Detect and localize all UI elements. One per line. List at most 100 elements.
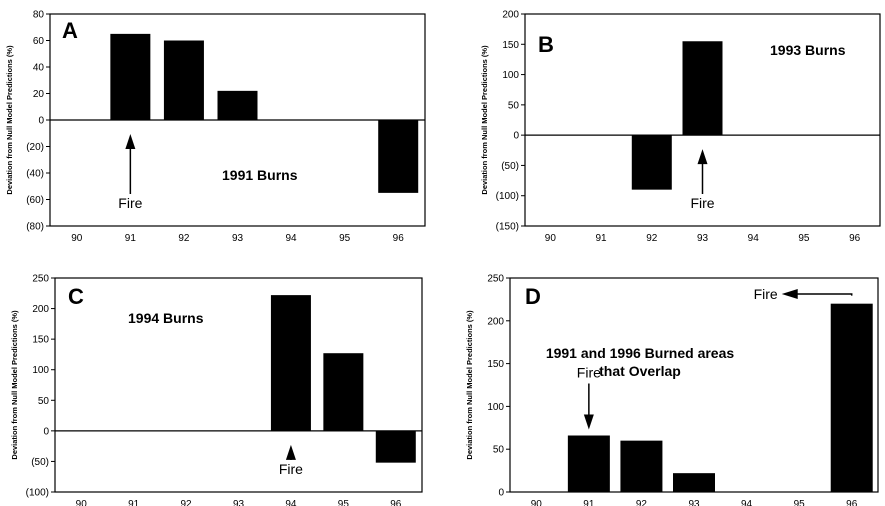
x-tick-label: 92 <box>646 233 658 244</box>
panel-b: (150) (100) (50) 0 50 100 150 200 90 91 92 93 94 95 96… <box>480 10 881 244</box>
y-tick-label: 0 <box>43 426 49 437</box>
bar-92 <box>631 135 672 190</box>
y-tick-label: 0 <box>498 488 504 499</box>
x-tick-label: 90 <box>76 499 88 506</box>
panel-letter: C <box>68 284 84 309</box>
y-tick-label: (150) <box>496 222 519 233</box>
fire-arrow-head <box>583 414 594 430</box>
y-tick-label: (50) <box>31 457 49 468</box>
plot-frame <box>509 277 879 493</box>
bar-92 <box>620 440 663 492</box>
panel-title: 1994 Burns <box>128 310 204 326</box>
bar-94 <box>270 295 311 431</box>
panel-title-line: that Overlap <box>599 363 681 379</box>
x-tick-label: 92 <box>181 499 193 506</box>
fire-arrow-head <box>125 134 136 149</box>
y-axis-title: Deviation from Null Model Predictions (%… <box>10 310 19 460</box>
x-tick-label: 94 <box>285 499 297 506</box>
fire-label: Fire <box>279 461 303 477</box>
x-tick-label: 96 <box>846 499 858 506</box>
y-tick-label: 200 <box>32 304 49 315</box>
panel-c: (100) (50) 0 50 100 150 200 250 90 91 92 93 94 95 96 De… <box>10 274 423 506</box>
y-tick-label: 200 <box>502 10 519 21</box>
x-tick-label: 95 <box>338 499 350 506</box>
y-tick-label: 80 <box>33 10 45 21</box>
x-tick-label: 92 <box>178 233 190 244</box>
panel-a: (80) (60) (40) (20) 0 20 40 60 80 90 91 92 93 94 95 96 D… <box>5 10 426 244</box>
y-tick-label: 250 <box>487 274 504 285</box>
y-tick-label: 150 <box>32 335 49 346</box>
fire-arrow-head <box>285 444 296 460</box>
y-tick-label: (100) <box>496 191 519 202</box>
x-tick-label: 92 <box>636 499 648 506</box>
y-axis-title: Deviation from Null Model Predictions (%… <box>5 45 14 195</box>
y-tick-label: 250 <box>32 274 49 285</box>
panel-letter: A <box>62 18 78 43</box>
bar-96 <box>378 120 419 193</box>
x-tick-label: 91 <box>583 499 595 506</box>
bar-96 <box>375 430 416 463</box>
x-tick-label: 94 <box>286 233 298 244</box>
y-tick-label: 60 <box>33 36 45 47</box>
bar-93 <box>682 41 723 136</box>
y-tick-label: 0 <box>513 131 519 142</box>
y-tick-label: (50) <box>501 161 519 172</box>
fire-label: Fire <box>118 195 142 211</box>
y-tick-label: 0 <box>38 116 44 127</box>
x-tick-label: 90 <box>531 499 543 506</box>
y-tick-label: 100 <box>502 70 519 81</box>
bar-91 <box>110 33 151 120</box>
x-tick-label: 93 <box>697 233 709 244</box>
y-tick-label: 200 <box>487 316 504 327</box>
x-tick-label: 93 <box>232 233 244 244</box>
panel-title: 1991 Burns <box>222 167 298 183</box>
bar-93 <box>217 90 258 120</box>
x-tick-label: 90 <box>545 233 557 244</box>
x-tick-label: 95 <box>798 233 810 244</box>
x-tick-label: 95 <box>339 233 351 244</box>
bar-91 <box>567 435 610 492</box>
x-tick-label: 93 <box>688 499 700 506</box>
panel-d: 0 50 100 150 200 250 90 91 92 93 94 95 96 Deviation f… <box>465 274 879 506</box>
x-tick-label: 91 <box>596 233 608 244</box>
y-tick-label: (100) <box>26 488 49 499</box>
panel-letter: D <box>525 284 541 309</box>
fire-arrow-head <box>781 289 798 299</box>
y-tick-label: 50 <box>493 445 505 456</box>
x-tick-label: 94 <box>741 499 753 506</box>
y-axis-title: Deviation from Null Model Predictions (%… <box>480 45 489 195</box>
fire-arrow-shaft <box>795 293 853 296</box>
y-tick-label: 40 <box>33 63 45 74</box>
bar-93 <box>673 473 715 492</box>
bar-92 <box>163 40 204 120</box>
y-tick-label: (60) <box>26 195 44 206</box>
y-tick-label: 50 <box>508 100 520 111</box>
x-tick-label: 96 <box>849 233 861 244</box>
bar-95 <box>323 353 364 431</box>
y-tick-label: 20 <box>33 89 45 100</box>
fire-label: Fire <box>690 195 714 211</box>
plot-frame <box>524 13 881 227</box>
fire-label: Fire <box>577 365 601 381</box>
panel-title: 1993 Burns <box>770 42 846 58</box>
y-axis-title: Deviation from Null Model Predictions (%… <box>465 310 474 460</box>
x-tick-label: 91 <box>125 233 137 244</box>
x-tick-label: 94 <box>748 233 760 244</box>
x-tick-label: 96 <box>390 499 402 506</box>
y-tick-label: 150 <box>487 359 504 370</box>
fire-arrow-head <box>697 149 708 165</box>
y-tick-label: 100 <box>32 365 49 376</box>
fire-label: Fire <box>754 286 778 302</box>
y-tick-label: (40) <box>26 169 44 180</box>
x-tick-label: 91 <box>128 499 140 506</box>
y-tick-label: 50 <box>38 396 50 407</box>
panel-letter: B <box>538 32 554 57</box>
x-tick-label: 96 <box>393 233 405 244</box>
y-tick-label: 150 <box>502 40 519 51</box>
bar-96 <box>830 303 873 492</box>
x-tick-label: 90 <box>71 233 83 244</box>
y-tick-label: (80) <box>26 222 44 233</box>
x-tick-label: 93 <box>233 499 245 506</box>
y-tick-label: (20) <box>26 142 44 153</box>
